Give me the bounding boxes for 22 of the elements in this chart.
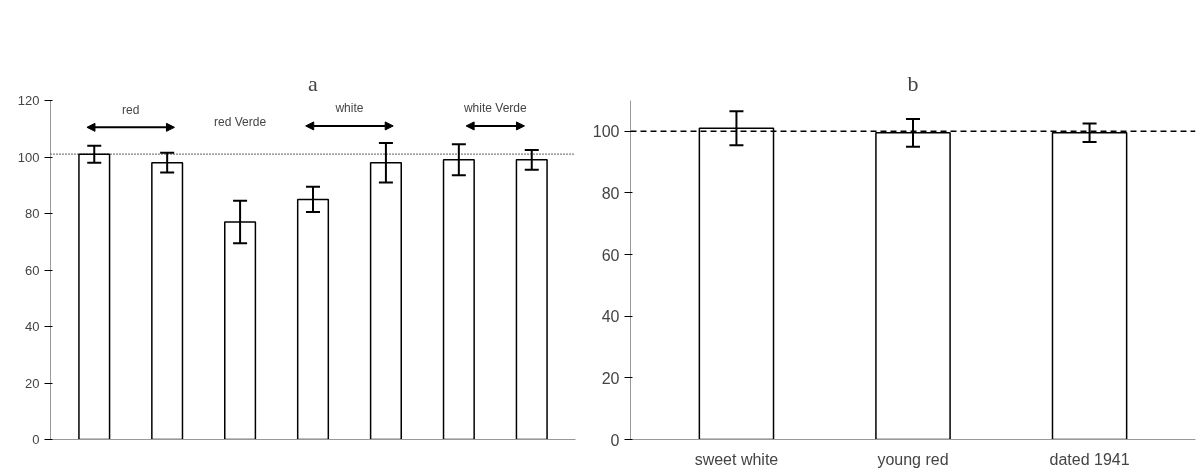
y-tick-label: 0	[32, 432, 40, 447]
chart-title: a	[308, 70, 319, 96]
annotation: red	[122, 103, 140, 118]
y-tick-label: 80	[601, 184, 620, 202]
y-tick-label: 0	[610, 431, 620, 449]
y-tick-label: 100	[592, 123, 620, 141]
chart-title: b	[907, 70, 919, 96]
x-tick-label: sweet white	[694, 450, 779, 468]
y-tick-label: 120	[17, 93, 40, 108]
y-tick-label: 20	[25, 375, 40, 391]
y-tick-label: 60	[601, 246, 620, 264]
annotation: white Verde	[462, 100, 527, 115]
x-tick-label: dated 1941	[1049, 450, 1130, 468]
x-tick-label: young red	[877, 450, 949, 468]
y-tick-label: 100	[17, 149, 40, 165]
annotation: red Verde	[214, 114, 267, 129]
y-tick-label: 60	[25, 262, 40, 278]
annotation: white	[334, 100, 364, 115]
y-tick-label: 80	[25, 206, 40, 221]
y-tick-label: 40	[25, 319, 40, 334]
y-tick-label: 40	[601, 308, 620, 326]
y-tick-label: 20	[601, 369, 620, 387]
